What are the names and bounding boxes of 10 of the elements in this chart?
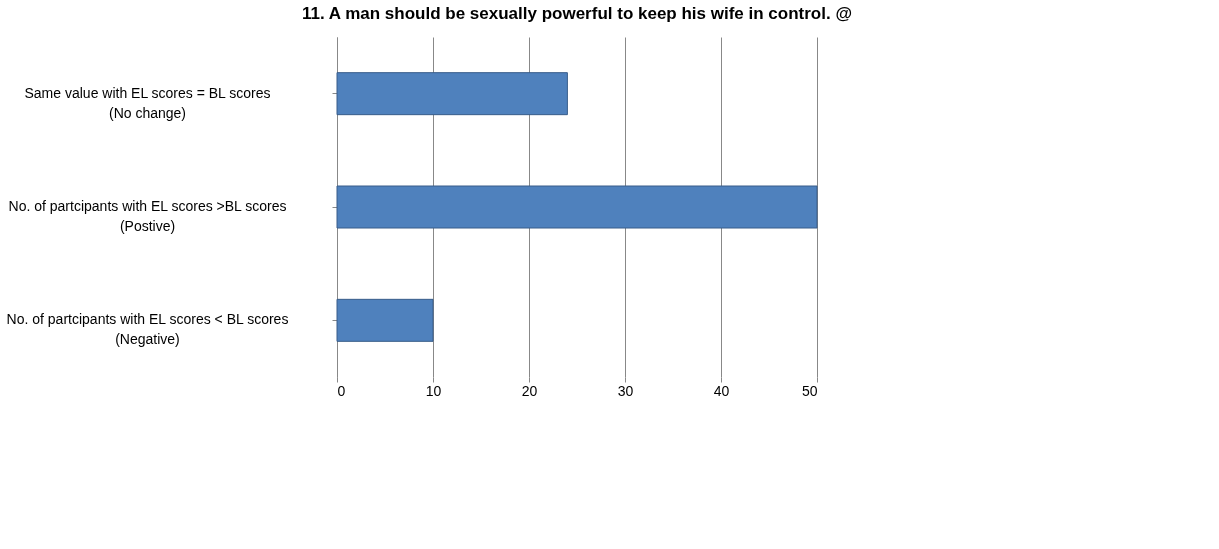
chart-title: 11. A man should be sexually powerful to keep his wife in control. @	[302, 4, 852, 23]
x-tick-label: 0	[337, 382, 346, 399]
y-tick-label: Same value with EL scores = BL scores (No change)	[24, 84, 271, 121]
x-tick-label: 50	[801, 382, 818, 399]
x-tick-label: 20	[521, 382, 538, 399]
x-tick-label: 10	[425, 382, 442, 399]
y-tick-label: No. of partcipants with EL scores < BL scores (Negative)	[6, 311, 289, 348]
y-tick-label: No. of partcipants with EL scores >BL scores (Postive)	[8, 198, 287, 234]
x-tick-label: 40	[713, 382, 730, 399]
x-tick-label: 30	[617, 382, 634, 399]
